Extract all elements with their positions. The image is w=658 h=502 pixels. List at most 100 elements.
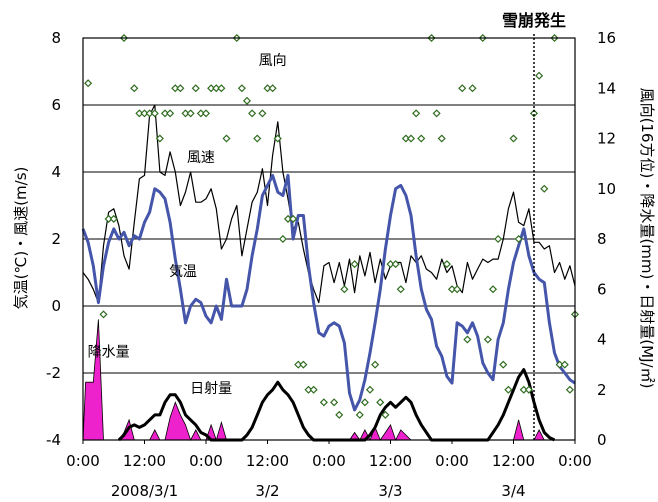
- right-tick-label: 16: [597, 29, 616, 47]
- wind-direction-point: [304, 385, 313, 394]
- wind-direction-point: [207, 84, 216, 93]
- left-tick-label: 0: [51, 297, 61, 315]
- x-tick-label: 12:00: [492, 452, 535, 470]
- left-axis-ticks: -4 -2 0 2 4 6 8: [46, 29, 61, 449]
- precipitation-series: [82, 319, 575, 442]
- wind-direction-point: [155, 134, 164, 143]
- wind-direction-point: [463, 335, 472, 344]
- wind-direction-point: [509, 134, 518, 143]
- wind-direction-point: [437, 134, 446, 143]
- series-annotation: 風向: [259, 53, 287, 69]
- wind-direction-point: [109, 214, 118, 223]
- wind-direction-point: [99, 310, 108, 319]
- wind-direction-point: [453, 285, 462, 294]
- right-tick-label: 4: [597, 331, 607, 349]
- x-tick-label: 0:00: [435, 452, 469, 470]
- wind-direction-point: [176, 84, 185, 93]
- x-tick-label: 12:00: [369, 452, 412, 470]
- wind-direction-point: [196, 109, 205, 118]
- wind-direction-point: [268, 84, 277, 93]
- left-tick-label: 4: [51, 163, 61, 181]
- wind-speed-line: [82, 104, 576, 304]
- wind-direction-point: [447, 285, 457, 294]
- wind-direction-point: [386, 260, 395, 269]
- wind-direction-point: [524, 385, 533, 394]
- right-axis-ticks: 0 2 4 6 8 10 12 14 16: [597, 29, 616, 449]
- date-label: 3/2: [255, 482, 279, 500]
- left-tick-label: 8: [51, 29, 61, 47]
- wind-direction-point: [468, 84, 477, 93]
- date-label: 3/3: [378, 482, 402, 500]
- wind-direction-point: [540, 184, 549, 193]
- x-tick-label: 12:00: [246, 452, 289, 470]
- x-tick-label: 0:00: [312, 452, 346, 470]
- x-tick-label: 0:00: [66, 452, 100, 470]
- wind-direction-point: [278, 234, 287, 244]
- wind-direction-point: [237, 84, 246, 93]
- wind-direction-point: [248, 109, 257, 118]
- wind-direction-point: [376, 398, 385, 407]
- right-tick-label: 6: [597, 280, 607, 298]
- wind-direction-point: [242, 96, 252, 105]
- wind-direction-point: [365, 385, 375, 394]
- wind-direction-point: [417, 134, 426, 143]
- wind-direction-point: [519, 385, 528, 394]
- right-tick-label: 2: [597, 381, 607, 399]
- wind-direction-point: [355, 410, 364, 419]
- precipitation-area: [82, 319, 575, 442]
- left-tick-label: -4: [46, 431, 61, 449]
- avalanche-event-label: 雪崩発生: [502, 11, 566, 30]
- wind-direction-point: [555, 360, 564, 369]
- wind-direction-point: [350, 260, 359, 269]
- wind-direction-point: [258, 109, 267, 118]
- wind-direction-point: [340, 285, 349, 294]
- wind-direction-point: [381, 410, 390, 419]
- wind-direction-point: [396, 285, 405, 294]
- temperature-series: [81, 173, 576, 412]
- wind-direction-point: [222, 134, 231, 143]
- wind-direction-point: [186, 109, 195, 118]
- wind-direction-point: [319, 398, 328, 407]
- date-label: 3/4: [501, 482, 525, 500]
- x-tick-label: 0:00: [558, 452, 592, 470]
- date-label: 2008/3/1: [111, 482, 178, 500]
- right-tick-label: 10: [597, 180, 616, 198]
- wind-direction-point: [283, 214, 293, 223]
- wind-direction-point: [217, 84, 226, 93]
- x-tick-label: 12:00: [123, 452, 166, 470]
- series-annotation: 日射量: [190, 381, 232, 397]
- series-annotation: 風速: [187, 150, 215, 166]
- wind-direction-point: [504, 385, 513, 394]
- wind-direction-point: [299, 360, 308, 369]
- solar-radiation-series: [117, 368, 556, 442]
- right-tick-label: 8: [597, 230, 607, 248]
- series-annotation: 降水量: [88, 344, 130, 360]
- wind-direction-point: [483, 335, 492, 344]
- temperature-line: [81, 173, 576, 412]
- solar-radiation-line: [117, 368, 556, 442]
- wind-direction-point: [191, 84, 200, 93]
- wind-direction-point: [499, 360, 508, 369]
- wind-direction-point: [360, 398, 369, 407]
- wind-speed-series: [82, 104, 576, 304]
- left-axis-title: 気温(℃)・風速(m/s): [12, 167, 30, 310]
- wind-direction-point: [529, 109, 539, 118]
- wind-direction-point: [371, 360, 380, 369]
- wind-direction-point: [432, 109, 441, 118]
- wind-direction-point: [560, 360, 569, 369]
- wind-direction-point: [458, 84, 467, 93]
- right-tick-label: 0: [597, 431, 607, 449]
- wind-direction-point: [412, 109, 421, 118]
- right-axis-title: 風向(16方位)・降水量(mm)・日射量(MJ/㎡): [638, 88, 656, 389]
- wind-direction-point: [135, 109, 144, 118]
- right-tick-label: 12: [597, 130, 616, 148]
- wind-direction-point: [442, 260, 451, 269]
- wind-direction-point: [391, 260, 400, 269]
- right-tick-label: 14: [597, 79, 616, 97]
- wind-direction-series: [84, 33, 580, 419]
- wind-direction-point: [104, 214, 113, 223]
- avalanche-event: 雪崩発生: [502, 11, 566, 440]
- date-labels: 2008/3/1 3/2 3/3 3/4: [111, 482, 526, 500]
- x-axis-ticks: 0:00 12:00 0:00 12:00 0:00 12:00 0:00 12:00 0:00: [66, 440, 592, 470]
